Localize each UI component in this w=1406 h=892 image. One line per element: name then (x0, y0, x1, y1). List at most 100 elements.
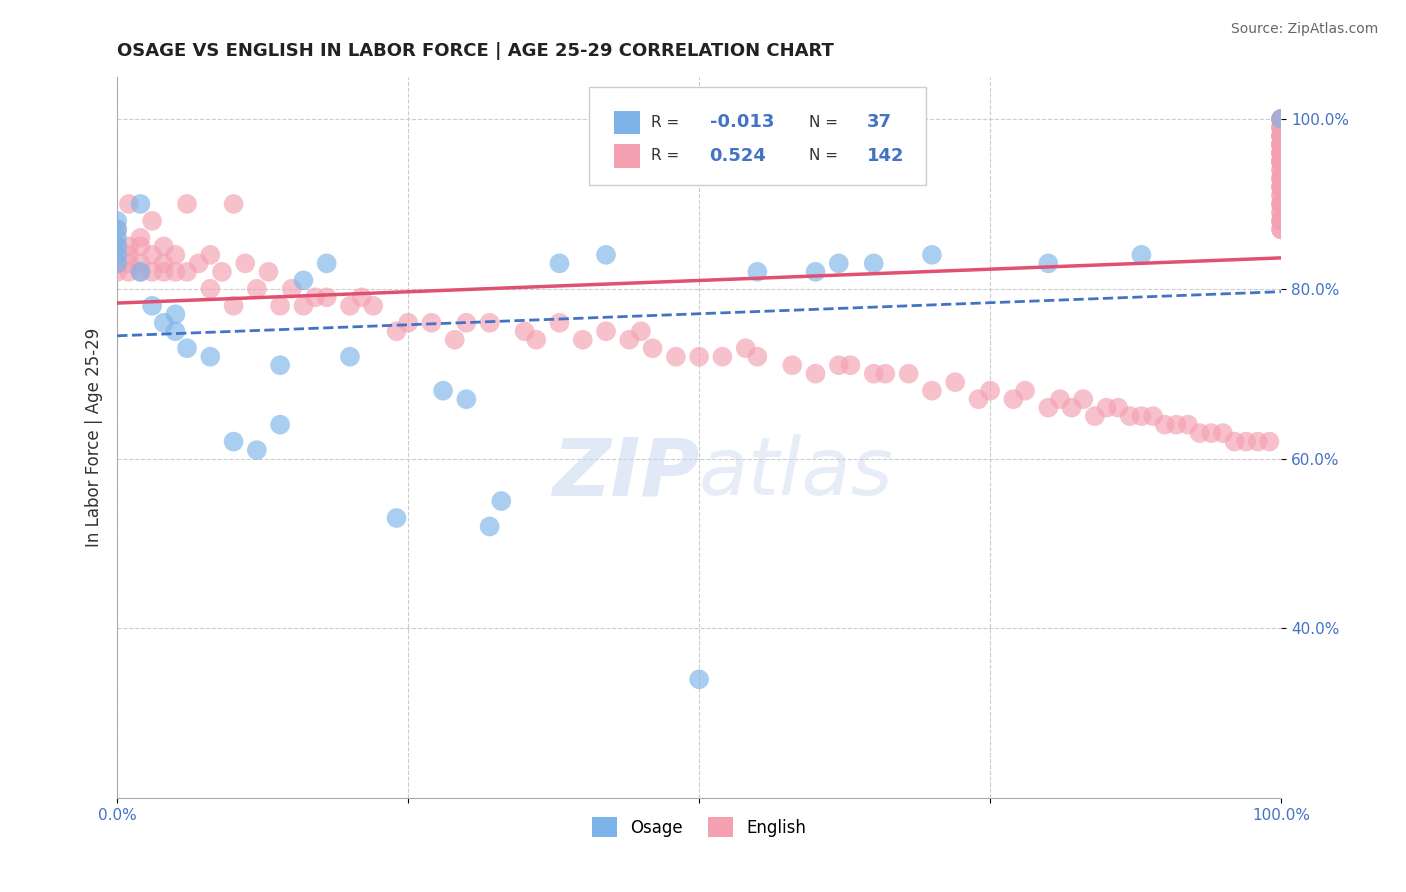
Text: Source: ZipAtlas.com: Source: ZipAtlas.com (1230, 22, 1378, 37)
Point (688, 673, 710, 687)
Point (1270, 112, 1292, 126)
Point (1199, 426, 1222, 441)
Point (1270, 171, 1292, 186)
Point (129, 231, 152, 245)
Point (152, 256, 174, 270)
Point (1270, 137, 1292, 152)
Point (165, 265, 187, 279)
Point (315, 256, 337, 270)
Y-axis label: In Labor Force | Age 25-29: In Labor Force | Age 25-29 (86, 327, 103, 547)
Point (1270, 222, 1292, 236)
Point (1270, 163, 1292, 178)
Point (129, 197, 152, 211)
Point (548, 256, 571, 270)
Point (862, 367, 884, 381)
Legend: Osage, English: Osage, English (585, 810, 813, 844)
Point (200, 248, 222, 262)
Point (1084, 409, 1107, 424)
Point (1270, 214, 1292, 228)
Point (1270, 180, 1292, 194)
Point (420, 316, 443, 330)
Point (1270, 146, 1292, 161)
Point (105, 222, 128, 236)
Point (281, 282, 304, 296)
Point (1234, 434, 1257, 449)
Point (1107, 401, 1129, 415)
Point (595, 324, 617, 338)
Point (456, 316, 478, 330)
Point (1270, 128, 1292, 143)
Point (1060, 401, 1083, 415)
Point (1270, 154, 1292, 169)
Point (1223, 434, 1246, 449)
Text: -0.013: -0.013 (710, 113, 773, 131)
Point (943, 375, 966, 389)
Point (1270, 128, 1292, 143)
Point (1270, 188, 1292, 202)
Point (222, 434, 245, 449)
Point (105, 265, 128, 279)
Point (1212, 426, 1234, 441)
Point (1270, 214, 1292, 228)
Point (1095, 401, 1118, 415)
Point (897, 367, 920, 381)
Point (1270, 214, 1292, 228)
Point (630, 324, 652, 338)
Point (292, 273, 315, 287)
Point (1270, 197, 1292, 211)
FancyBboxPatch shape (614, 111, 640, 134)
Point (1270, 188, 1292, 202)
Point (478, 519, 501, 533)
Text: R =: R = (651, 148, 679, 163)
Text: R =: R = (651, 114, 679, 129)
Point (105, 239, 128, 253)
Point (200, 350, 222, 364)
Point (269, 299, 291, 313)
Point (1270, 197, 1292, 211)
Point (979, 384, 1001, 398)
Point (804, 367, 827, 381)
Point (491, 494, 513, 508)
Point (1014, 384, 1036, 398)
Point (396, 316, 419, 330)
Point (1270, 154, 1292, 169)
Point (118, 239, 141, 253)
Point (1270, 112, 1292, 126)
Point (118, 265, 141, 279)
Point (350, 290, 373, 304)
Point (1270, 112, 1292, 126)
Text: 37: 37 (866, 113, 891, 131)
Point (443, 333, 465, 347)
Point (385, 324, 408, 338)
Text: atlas: atlas (699, 434, 894, 512)
Point (1258, 434, 1281, 449)
Point (176, 341, 198, 355)
Text: 142: 142 (866, 147, 904, 165)
Point (118, 256, 141, 270)
Point (967, 392, 990, 406)
Point (1270, 205, 1292, 219)
Point (269, 358, 291, 372)
Point (780, 358, 803, 372)
Point (1270, 112, 1292, 126)
Point (165, 324, 187, 338)
Point (1270, 137, 1292, 152)
Point (152, 239, 174, 253)
Point (200, 282, 222, 296)
Point (1166, 417, 1188, 432)
Point (141, 214, 163, 228)
Point (1130, 248, 1153, 262)
Point (839, 358, 862, 372)
Point (1142, 409, 1164, 424)
Point (665, 350, 688, 364)
Point (619, 333, 641, 347)
Point (747, 350, 769, 364)
Point (734, 341, 756, 355)
Point (1270, 112, 1292, 126)
Point (747, 265, 769, 279)
Point (1270, 197, 1292, 211)
Point (1270, 146, 1292, 161)
Point (105, 256, 128, 270)
Point (1119, 409, 1142, 424)
Point (1270, 154, 1292, 169)
